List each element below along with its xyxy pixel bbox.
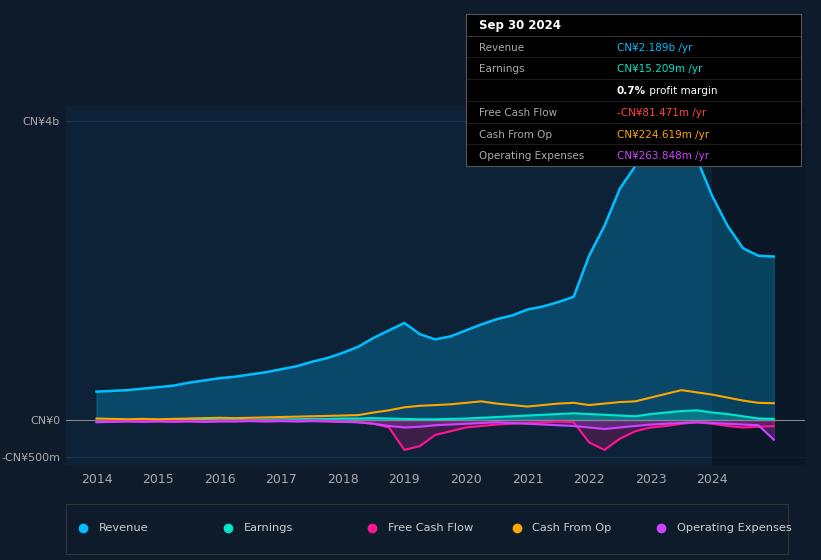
Text: Cash From Op: Cash From Op (532, 523, 612, 533)
Text: Earnings: Earnings (479, 64, 525, 74)
Text: Free Cash Flow: Free Cash Flow (479, 108, 557, 118)
Text: Revenue: Revenue (479, 43, 525, 53)
Text: Revenue: Revenue (99, 523, 149, 533)
Text: Free Cash Flow: Free Cash Flow (388, 523, 473, 533)
Bar (712, 106, 805, 465)
Text: CN¥263.848m /yr: CN¥263.848m /yr (617, 151, 709, 161)
Text: Operating Expenses: Operating Expenses (479, 151, 585, 161)
Text: 0.7%: 0.7% (617, 86, 646, 96)
Text: Earnings: Earnings (243, 523, 293, 533)
Text: profit margin: profit margin (646, 86, 718, 96)
Text: Operating Expenses: Operating Expenses (677, 523, 791, 533)
Text: Cash From Op: Cash From Op (479, 129, 553, 139)
Text: -CN¥81.471m /yr: -CN¥81.471m /yr (617, 108, 706, 118)
Text: CN¥224.619m /yr: CN¥224.619m /yr (617, 129, 709, 139)
Text: Sep 30 2024: Sep 30 2024 (479, 20, 562, 32)
Text: CN¥2.189b /yr: CN¥2.189b /yr (617, 43, 692, 53)
Text: CN¥15.209m /yr: CN¥15.209m /yr (617, 64, 702, 74)
